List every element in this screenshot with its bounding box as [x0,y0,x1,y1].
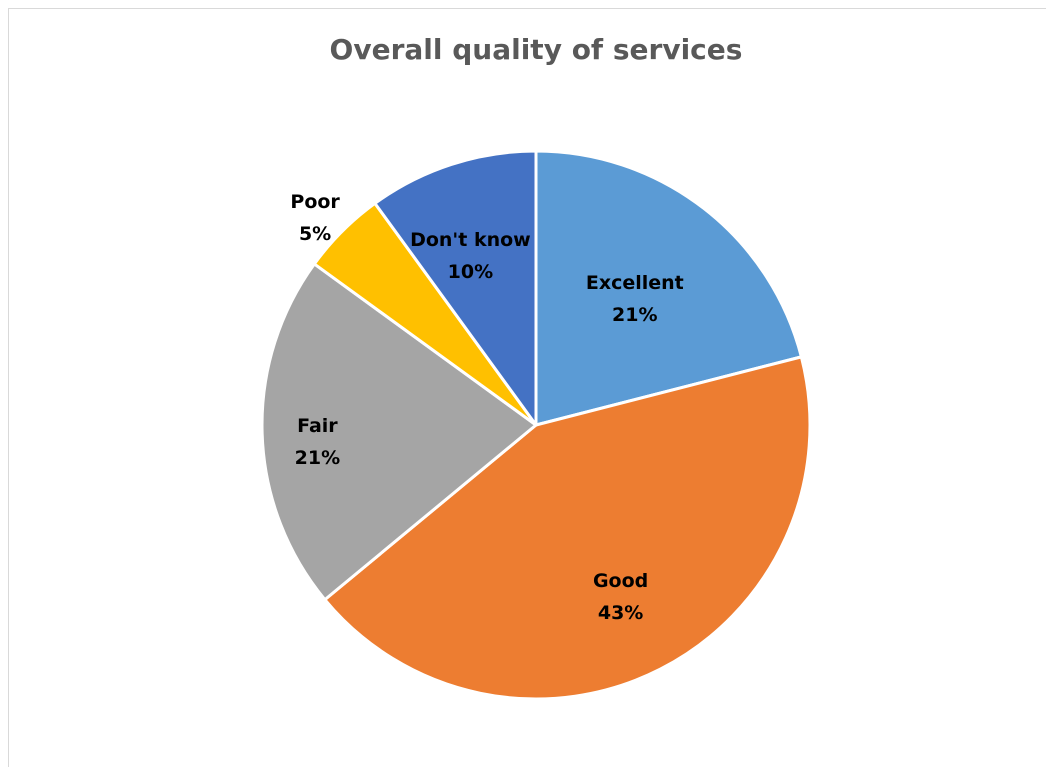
data-label-excellent: Excellent 21% [586,272,684,326]
pie-slice-excellent [534,149,803,427]
data-label-category: Excellent [586,272,684,294]
pie-slice-fair [260,262,538,602]
pie-slice-good [323,355,812,701]
data-label-percent: 43% [598,602,643,624]
pie-labels: Excellent 21% Good 43% Fair 21% Poor 5% Don't kn… [290,191,683,624]
data-label-fair: Fair 21% [295,415,340,469]
pie-slice-don-t-know [373,149,538,427]
data-label-category: Poor [290,191,340,213]
pie-slices [260,149,812,701]
data-label-percent: 10% [448,261,493,283]
data-label-percent: 21% [295,447,340,469]
data-label-category: Good [593,570,648,592]
data-label-percent: 21% [612,304,657,326]
data-label-poor: Poor 5% [290,191,340,245]
data-label-percent: 5% [299,223,331,245]
data-label-category: Don't know [410,229,531,251]
data-label-category: Fair [297,415,338,437]
data-label-good: Good 43% [593,570,648,624]
chart-title: Overall quality of services [329,33,743,66]
data-label-don-t-know: Don't know 10% [410,229,531,283]
